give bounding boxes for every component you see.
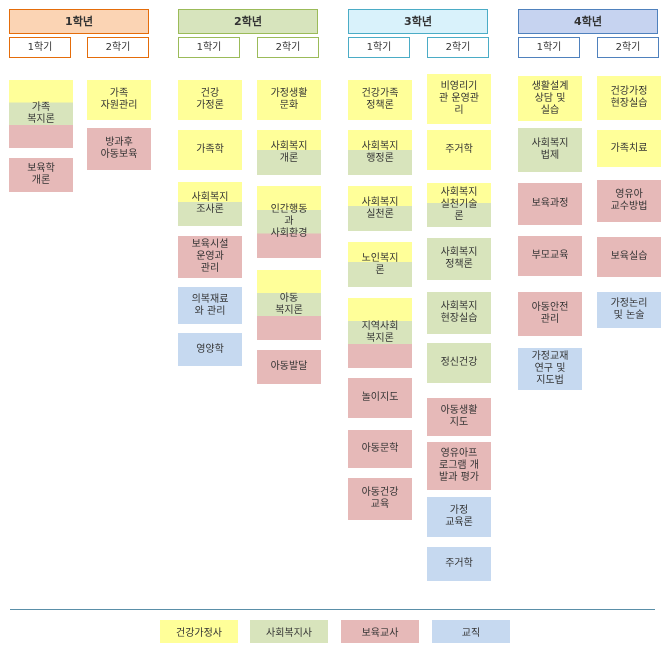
course-card: 지역사회 복지론: [348, 298, 412, 368]
course-card: 영양학: [178, 333, 242, 366]
semester-header: 2학기: [427, 37, 489, 58]
course-card: 건강가정 현장실습: [597, 76, 661, 120]
course-card: 가정논리 및 논술: [597, 292, 661, 328]
year-header-3: 3학년: [348, 9, 488, 34]
course-card: 가족 자원관리: [87, 80, 151, 120]
course-card: 보육과정: [518, 183, 582, 225]
course-card: 부모교육: [518, 236, 582, 276]
course-card: 비영리기 관 운영관 리: [427, 74, 491, 124]
course-card: 가정 교육론: [427, 497, 491, 537]
semester-header: 1학기: [518, 37, 580, 58]
course-card: 아동발달: [257, 350, 321, 384]
course-card: 아동문학: [348, 430, 412, 468]
course-card: 주거학: [427, 130, 491, 170]
course-card: 가족 복지론: [9, 80, 73, 148]
legend-item-family-health: 건강가정사: [160, 620, 238, 643]
course-card: 놀이지도: [348, 378, 412, 418]
course-card: 아동건강 교육: [348, 478, 412, 520]
course-card: 가정교재 연구 및 지도법: [518, 348, 582, 390]
course-card: 방과후 아동보육: [87, 128, 151, 170]
course-card: 정신건강: [427, 343, 491, 383]
semester-header: 1학기: [178, 37, 240, 58]
legend-item-social-worker: 사회복지사: [250, 620, 328, 643]
course-card: 보육실습: [597, 237, 661, 277]
course-card: 건강 가정론: [178, 80, 242, 120]
course-card: 가정생활 문화: [257, 80, 321, 120]
course-card: 사회복지 조사론: [178, 182, 242, 226]
semester-header: 2학기: [87, 37, 149, 58]
course-card: 건강가족 정책론: [348, 80, 412, 120]
year-header-2: 2학년: [178, 9, 318, 34]
course-card: 보육시설 운영과 관리: [178, 236, 242, 278]
course-card: 사회복지 실천론: [348, 186, 412, 231]
course-card: 영유아프 로그램 개 발과 평가: [427, 442, 491, 490]
course-card: 사회복지 개론: [257, 130, 321, 175]
course-card: 아동 복지론: [257, 270, 321, 340]
legend-item-teaching: 교직: [432, 620, 510, 643]
semester-header: 2학기: [597, 37, 659, 58]
course-card: 영유아 교수방법: [597, 180, 661, 222]
course-card: 주거학: [427, 547, 491, 581]
course-card: 가족학: [178, 130, 242, 170]
course-card: 사회복지 법제: [518, 128, 582, 172]
course-card: 노인복지 론: [348, 242, 412, 287]
year-header-4: 4학년: [518, 9, 658, 34]
course-card: 사회복지 정책론: [427, 238, 491, 280]
course-card: 아동안전 관리: [518, 292, 582, 336]
course-card: 사회복지 현장실습: [427, 292, 491, 334]
course-card: 인간행동 과 사회환경: [257, 186, 321, 258]
year-header-1: 1학년: [9, 9, 149, 34]
course-card: 보육학 개론: [9, 158, 73, 192]
course-card: 사회복지 실천기술 론: [427, 183, 491, 227]
course-card: 아동생활 지도: [427, 398, 491, 436]
course-card: 의복재료 와 관리: [178, 287, 242, 324]
course-card: 생활설계 상담 및 실습: [518, 76, 582, 121]
semester-header: 1학기: [9, 37, 71, 58]
semester-header: 2학기: [257, 37, 319, 58]
legend-item-childcare-teacher: 보육교사: [341, 620, 419, 643]
course-card: 가족치료: [597, 130, 661, 167]
course-card: 사회복지 행정론: [348, 130, 412, 175]
legend-divider: [10, 609, 655, 610]
semester-header: 1학기: [348, 37, 410, 58]
